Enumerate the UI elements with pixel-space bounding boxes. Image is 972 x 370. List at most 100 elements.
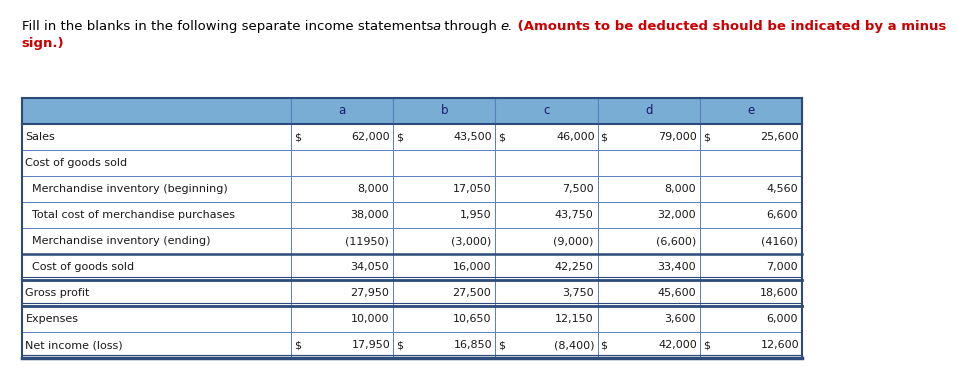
- Text: 25,600: 25,600: [760, 132, 799, 142]
- Text: e.: e.: [501, 20, 513, 33]
- Text: 6,600: 6,600: [767, 210, 798, 220]
- Text: Sales: Sales: [25, 132, 55, 142]
- Bar: [393, 254, 496, 280]
- Text: 18,600: 18,600: [759, 288, 798, 298]
- Bar: [496, 98, 598, 124]
- Bar: [393, 150, 496, 176]
- Bar: [393, 176, 496, 202]
- Bar: [700, 332, 802, 358]
- Text: $: $: [499, 132, 505, 142]
- Text: 4,560: 4,560: [767, 184, 798, 194]
- Text: 3,600: 3,600: [665, 314, 696, 324]
- Text: 16,000: 16,000: [453, 262, 492, 272]
- Text: c: c: [543, 104, 549, 118]
- Bar: [700, 280, 802, 306]
- Bar: [496, 254, 598, 280]
- Text: Net income (loss): Net income (loss): [25, 340, 123, 350]
- Bar: [700, 254, 802, 280]
- Bar: [291, 280, 393, 306]
- Text: sign.): sign.): [21, 37, 64, 50]
- Text: a: a: [338, 104, 346, 118]
- Text: 42,250: 42,250: [555, 262, 594, 272]
- Text: $: $: [703, 132, 710, 142]
- Text: 38,000: 38,000: [351, 210, 389, 220]
- Bar: [598, 332, 700, 358]
- Bar: [21, 332, 291, 358]
- Bar: [291, 98, 393, 124]
- Text: $: $: [396, 132, 403, 142]
- Text: e: e: [747, 104, 754, 118]
- Bar: [21, 280, 291, 306]
- Text: 12,600: 12,600: [760, 340, 799, 350]
- Text: 45,600: 45,600: [657, 288, 696, 298]
- Text: 32,000: 32,000: [657, 210, 696, 220]
- Bar: [700, 228, 802, 254]
- Text: 3,750: 3,750: [562, 288, 594, 298]
- Bar: [21, 176, 291, 202]
- Text: (8,400): (8,400): [554, 340, 595, 350]
- Text: Fill in the blanks in the following separate income statements: Fill in the blanks in the following sepa…: [21, 20, 437, 33]
- Text: $: $: [703, 340, 710, 350]
- Bar: [291, 124, 393, 150]
- Bar: [598, 280, 700, 306]
- Bar: [598, 176, 700, 202]
- Bar: [21, 202, 291, 228]
- Bar: [598, 202, 700, 228]
- Text: $: $: [601, 340, 608, 350]
- Text: (4160): (4160): [761, 236, 798, 246]
- Text: 8,000: 8,000: [664, 184, 696, 194]
- Text: $: $: [396, 340, 403, 350]
- Bar: [496, 306, 598, 332]
- Text: 79,000: 79,000: [658, 132, 697, 142]
- Bar: [21, 150, 291, 176]
- Text: 8,000: 8,000: [358, 184, 389, 194]
- Bar: [393, 280, 496, 306]
- Bar: [21, 254, 291, 280]
- Bar: [700, 306, 802, 332]
- Text: 62,000: 62,000: [352, 132, 390, 142]
- Text: 33,400: 33,400: [657, 262, 696, 272]
- Bar: [393, 124, 496, 150]
- Bar: [291, 228, 393, 254]
- Text: 34,050: 34,050: [351, 262, 389, 272]
- Bar: [393, 306, 496, 332]
- Bar: [291, 306, 393, 332]
- Bar: [496, 228, 598, 254]
- Text: $: $: [601, 132, 608, 142]
- Text: 43,750: 43,750: [555, 210, 594, 220]
- Bar: [496, 176, 598, 202]
- Bar: [700, 176, 802, 202]
- Bar: [598, 150, 700, 176]
- Text: d: d: [645, 104, 652, 118]
- Text: Cost of goods sold: Cost of goods sold: [25, 262, 134, 272]
- Bar: [291, 202, 393, 228]
- Bar: [21, 306, 291, 332]
- Bar: [393, 228, 496, 254]
- Text: 27,500: 27,500: [453, 288, 492, 298]
- Bar: [291, 176, 393, 202]
- Bar: [291, 332, 393, 358]
- Text: Merchandise inventory (ending): Merchandise inventory (ending): [25, 236, 211, 246]
- Text: $: $: [499, 340, 505, 350]
- Text: 7,500: 7,500: [562, 184, 594, 194]
- Bar: [21, 228, 291, 254]
- Bar: [21, 124, 291, 150]
- Text: 46,000: 46,000: [556, 132, 595, 142]
- Text: 1,950: 1,950: [460, 210, 492, 220]
- Bar: [496, 202, 598, 228]
- Bar: [21, 98, 291, 124]
- Text: Gross profit: Gross profit: [25, 288, 89, 298]
- Bar: [393, 202, 496, 228]
- Text: (9,000): (9,000): [553, 236, 594, 246]
- Text: (Amounts to be deducted should be indicated by a minus: (Amounts to be deducted should be indica…: [513, 20, 946, 33]
- Text: 16,850: 16,850: [454, 340, 493, 350]
- Bar: [496, 280, 598, 306]
- Bar: [598, 98, 700, 124]
- Text: Expenses: Expenses: [25, 314, 79, 324]
- Bar: [393, 98, 496, 124]
- Bar: [291, 150, 393, 176]
- Text: 43,500: 43,500: [454, 132, 493, 142]
- Text: (3,000): (3,000): [451, 236, 492, 246]
- Bar: [598, 124, 700, 150]
- Text: (11950): (11950): [345, 236, 389, 246]
